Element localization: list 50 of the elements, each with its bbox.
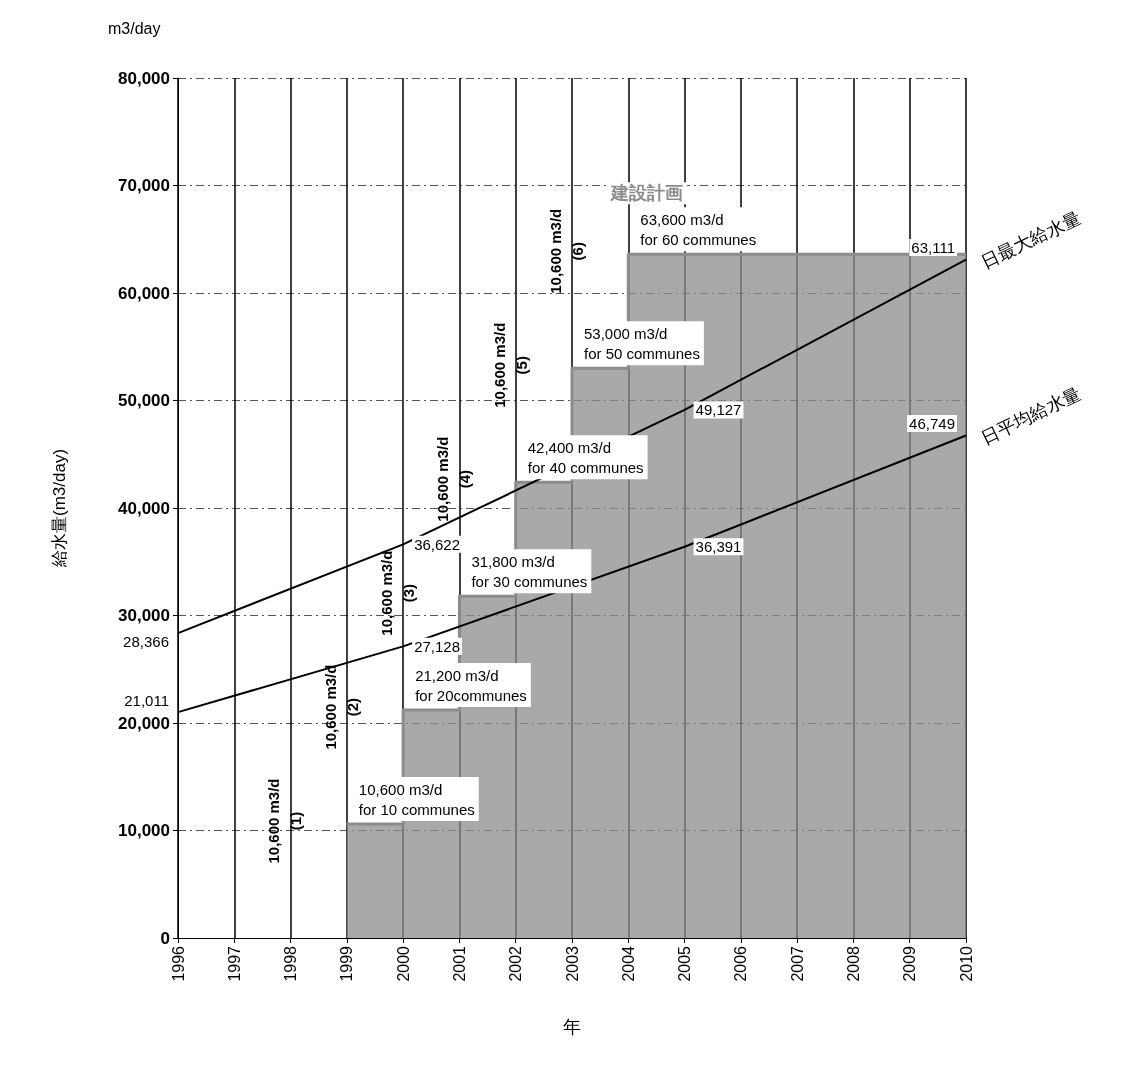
x-tick-label: 2003 — [563, 945, 581, 982]
y-tick-label: 10,000 — [118, 821, 170, 840]
data-label: 21,200 m3/d for 20communes — [415, 666, 527, 704]
data-label: 21,011 — [124, 691, 169, 709]
annotation: 10,600 m3/d (3) — [378, 550, 418, 636]
y-tick-label: 70,000 — [118, 176, 170, 195]
data-label: 53,000 m3/d for 50 communes — [584, 324, 700, 362]
data-label: 46,749 — [909, 414, 955, 432]
x-tick-label: 1997 — [225, 945, 243, 982]
y-axis-title: 給水量(m3/day) — [50, 448, 69, 569]
x-tick-label: 2005 — [676, 945, 694, 982]
data-label: 63,600 m3/d for 60 communes — [640, 210, 757, 248]
x-tick-label: 2002 — [507, 945, 525, 982]
y-tick-label: 60,000 — [118, 283, 170, 303]
x-tick-label: 2000 — [394, 945, 412, 982]
text: 日平均給水量 — [977, 383, 1084, 449]
data-label: 63,111 — [911, 239, 955, 257]
x-tick-label: 2008 — [844, 945, 862, 982]
y-tick-label: 50,000 — [118, 391, 170, 410]
y-tick-label: 80,000 — [118, 68, 170, 88]
data-label: 28,366 — [123, 632, 169, 650]
data-label: 10,600 m3/d for 10 communes — [358, 780, 475, 818]
annotation: 10,600 m3/d (6) — [546, 208, 586, 294]
annotation: 10,600 m3/d (4) — [434, 436, 474, 522]
x-tick-label: 2006 — [732, 945, 750, 982]
x-axis-title: 年 — [563, 1017, 581, 1037]
y-tick-label: 0 — [160, 928, 170, 948]
y-tick-label: 30,000 — [118, 606, 170, 625]
x-tick-label: 2001 — [450, 945, 468, 982]
x-tick-label: 2004 — [619, 945, 637, 982]
text: 建設計画 — [609, 183, 684, 204]
text: m3/day — [108, 19, 161, 37]
x-tick-label: 1998 — [282, 945, 300, 982]
data-label: 49,127 — [695, 401, 742, 419]
data-label: 36,391 — [695, 538, 742, 556]
x-tick-label: 2007 — [788, 945, 806, 982]
annotation: 10,600 m3/d (2) — [321, 664, 361, 750]
x-tick-label: 2009 — [901, 945, 919, 982]
x-tick-label: 1999 — [338, 945, 356, 982]
text: 日最大給水量 — [977, 207, 1084, 273]
data-label: 42,400 m3/d for 40 communes — [527, 438, 644, 476]
x-tick-label: 1996 — [169, 945, 187, 982]
y-tick-label: 20,000 — [118, 713, 170, 733]
data-label: 27,128 — [414, 637, 461, 655]
x-tick-label: 2010 — [957, 945, 975, 982]
data-label: 31,800 m3/d for 30 communes — [471, 552, 588, 590]
y-tick-label: 40,000 — [118, 498, 170, 518]
annotation: 10,600 m3/d (5) — [490, 322, 530, 408]
annotation: 10,600 m3/d (1) — [265, 778, 305, 864]
data-label: 36,622 — [414, 535, 461, 553]
